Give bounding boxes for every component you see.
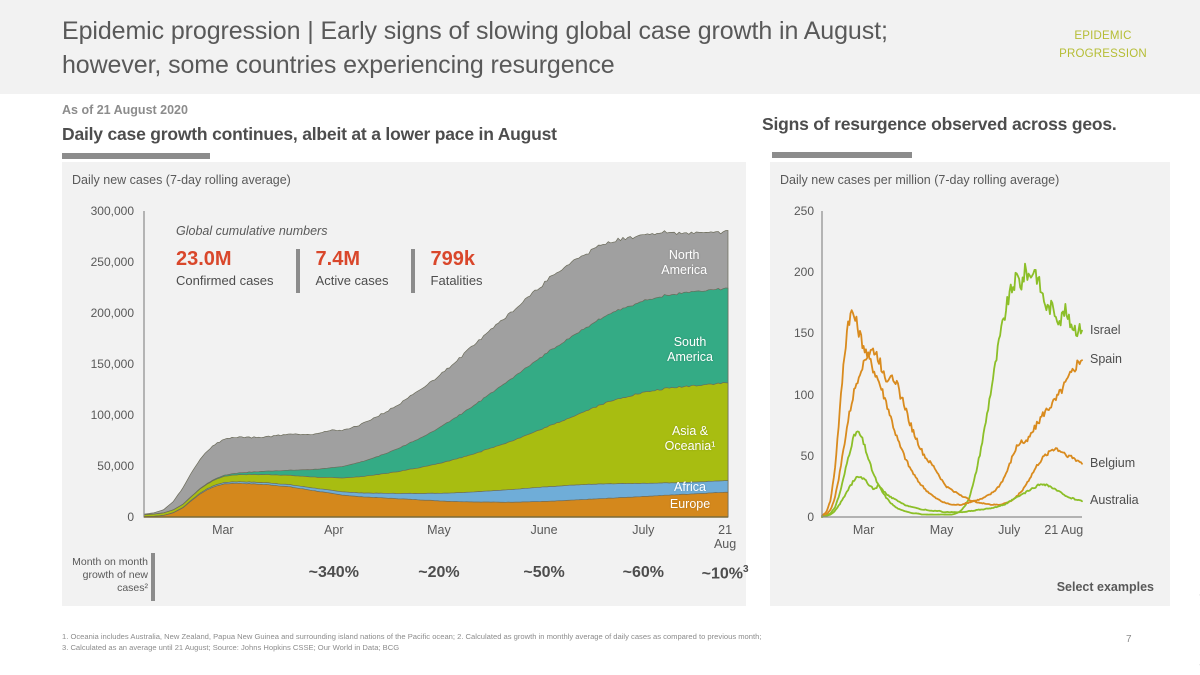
left-panel-title: Daily case growth continues, albeit at a… — [62, 124, 557, 144]
kpi-value: 799k — [430, 248, 476, 270]
kpi-value: 23.0M — [176, 248, 232, 270]
corner-tag-line2: PROGRESSION — [1059, 48, 1147, 60]
area-series-label: North America — [661, 248, 708, 278]
kpi-fatalities: 799k Fatalities — [409, 246, 503, 293]
line-series-label: Spain — [1090, 352, 1122, 367]
y-axis-tick-label: 250,000 — [90, 255, 134, 269]
corner-tag: EPIDEMIC PROGRESSION — [1028, 27, 1178, 63]
y-axis-tick-label: 200 — [793, 265, 814, 280]
growth-value: ~10%3 — [701, 564, 749, 583]
kpi-value: 7.4M — [315, 248, 361, 270]
y-axis-tick-label: 150 — [793, 326, 814, 341]
area-series-label: South America — [667, 335, 713, 365]
y-axis-tick-label: 250 — [793, 204, 814, 218]
y-axis-tick-label: 50 — [800, 448, 814, 463]
growth-value: ~340% — [308, 564, 359, 581]
line-chart: 250 200 150 100 50 0 Israel Spain Belgium Austral… — [780, 204, 1160, 537]
page-title: Epidemic progression | Early signs of sl… — [62, 17, 888, 79]
growth-value: ~60% — [622, 564, 664, 581]
kpi-group: 23.0M Confirmed cases 7.4M Active cases … — [176, 246, 503, 293]
y-axis-tick-label: 100,000 — [90, 408, 134, 422]
right-panel-rule — [772, 152, 912, 158]
growth-row-label: Month on month growth of new cases² — [72, 556, 148, 594]
y-axis-tick-label: 300,000 — [90, 204, 134, 218]
area-series-label: Africa — [674, 480, 707, 495]
footnote-line-2: 3. Calculated as an average until 21 Aug… — [62, 643, 400, 652]
kpi-label: Confirmed cases — [176, 273, 274, 288]
y-axis-tick-label: 0 — [807, 510, 814, 524]
line-series-label: Belgium — [1090, 455, 1136, 470]
x-axis-tick-label: May — [427, 523, 451, 537]
x-axis-tick-label: 21 Aug — [1044, 523, 1084, 537]
growth-value: ~20% — [418, 564, 460, 581]
right-chart-caption: Daily new cases per million (7-day rolli… — [780, 173, 1060, 187]
kpi-label: Fatalities — [430, 273, 483, 288]
left-chart-caption: Daily new cases (7-day rolling average) — [72, 173, 291, 187]
right-panel-title: Signs of resurgence observed across geos… — [762, 114, 1117, 134]
stacked-area-chart: 300,000 250,000 200,000 150,000 100,000 50,00… — [72, 204, 737, 551]
growth-value: ~50% — [523, 564, 565, 581]
kpi-label: Active cases — [315, 273, 389, 288]
x-axis-tick-label: July — [998, 523, 1021, 537]
select-examples-note: Select examples — [1056, 580, 1154, 594]
right-chart-box: Select examples — [770, 162, 1170, 606]
y-axis-tick-label: 0 — [127, 510, 134, 524]
x-axis-tick-label: May — [929, 523, 954, 537]
x-axis-tick-label: June — [530, 523, 558, 537]
y-axis-tick-label: 50,000 — [97, 459, 134, 473]
x-axis-tick-label: Mar — [212, 523, 234, 537]
x-axis-tick-label: Apr — [324, 523, 344, 537]
line-series-label: Israel — [1090, 322, 1121, 337]
line-series-label: Australia — [1090, 493, 1139, 508]
footnotes: 1. Oceania includes Australia, New Zeala… — [62, 631, 1082, 653]
x-axis-tick-label: Mar — [852, 523, 875, 537]
slide-header: Epidemic progression | Early signs of sl… — [0, 0, 1200, 94]
corner-tag-line1: EPIDEMIC — [1074, 30, 1132, 42]
global-cumulative-note: Global cumulative numbers — [176, 224, 328, 238]
y-axis-tick-label: 200,000 — [90, 306, 134, 320]
page-number: 7 — [1126, 634, 1132, 645]
kpi-active-cases: 7.4M Active cases — [294, 246, 409, 293]
area-series-label: Asia & Oceania¹ — [664, 423, 716, 453]
y-axis-tick-label: 150,000 — [90, 357, 134, 371]
growth-row-divider — [151, 553, 155, 601]
y-axis-tick-label: 100 — [793, 387, 814, 402]
area-series-label: Europe — [669, 497, 711, 512]
x-axis-tick-label: July — [632, 523, 655, 537]
left-panel-rule — [62, 153, 210, 159]
x-axis-tick-label: 21 Aug — [713, 523, 737, 551]
kpi-confirmed-cases: 23.0M Confirmed cases — [176, 246, 294, 290]
as-of-date: As of 21 August 2020 — [62, 103, 188, 117]
footnote-line-1: 1. Oceania includes Australia, New Zeala… — [62, 632, 762, 641]
